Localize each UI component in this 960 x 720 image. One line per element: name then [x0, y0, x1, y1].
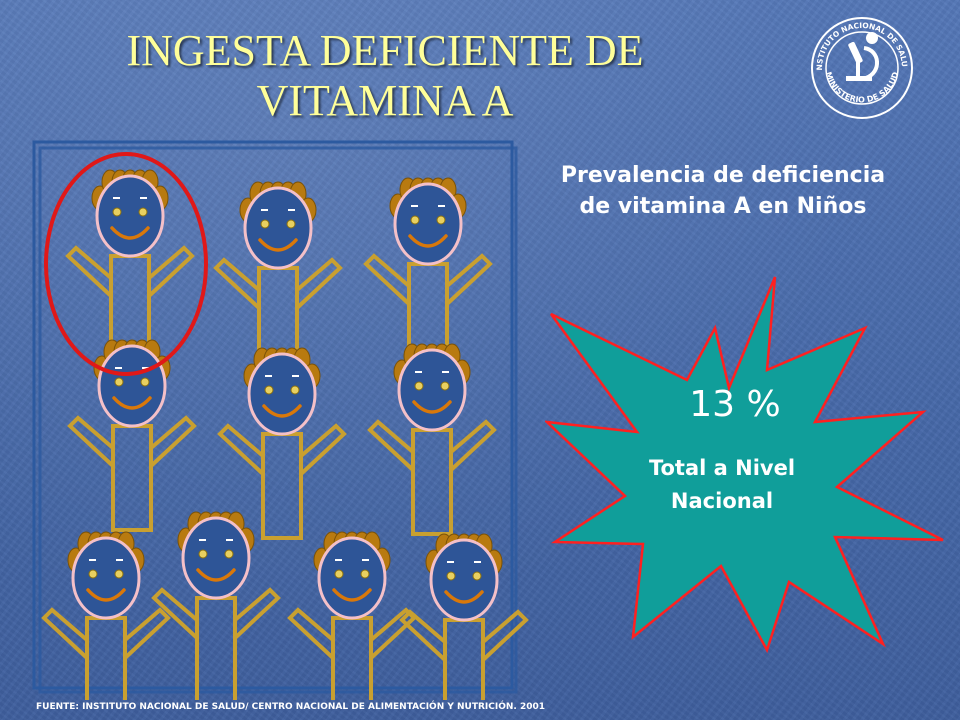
child-figure [151, 511, 281, 700]
child-right-arm [123, 607, 171, 663]
child-body [195, 596, 237, 700]
child-eye [88, 569, 98, 579]
highlight-circle [44, 152, 208, 376]
child-figure [213, 181, 343, 374]
child-face [429, 538, 499, 622]
child-right-arm [299, 423, 347, 479]
child-smile [258, 238, 298, 252]
child-left-arm [287, 607, 335, 663]
child-right-arm [147, 245, 195, 301]
child-figure [399, 533, 529, 700]
child-smile [86, 588, 126, 602]
child-right-arm [295, 257, 343, 313]
child-figure [367, 343, 497, 536]
child-eye [440, 381, 450, 391]
child-body [261, 432, 303, 540]
child-face [393, 182, 463, 266]
starburst-callout [545, 276, 944, 654]
child-figure [65, 169, 195, 362]
child-smile [332, 588, 372, 602]
child-eye [264, 385, 274, 395]
child-face [95, 174, 165, 258]
child-figure [217, 347, 347, 540]
child-eye [334, 569, 344, 579]
child-smile [444, 590, 484, 604]
child-left-arm [217, 423, 265, 479]
child-face [397, 348, 467, 432]
child-eye [224, 549, 234, 559]
child-eye [286, 219, 296, 229]
child-eye [472, 571, 482, 581]
child-eye [260, 219, 270, 229]
child-face [97, 344, 167, 428]
child-eye [140, 377, 150, 387]
child-left-arm [67, 415, 115, 471]
child-eye [114, 377, 124, 387]
child-face [181, 516, 251, 600]
child-smile [412, 400, 452, 414]
child-figure [287, 531, 417, 700]
child-face [317, 536, 387, 620]
child-face [243, 186, 313, 270]
child-left-arm [151, 587, 199, 643]
child-smile [196, 568, 236, 582]
child-left-arm [367, 419, 415, 475]
child-body [111, 424, 153, 532]
stat-value: 13 % [689, 384, 781, 425]
child-eye [138, 207, 148, 217]
child-eye [446, 571, 456, 581]
child-face [71, 536, 141, 620]
source-citation: FUENTE: INSTITUTO NACIONAL DE SALUD/ CEN… [36, 702, 546, 712]
child-body [411, 428, 453, 536]
child-eye [360, 569, 370, 579]
starburst-shape [545, 276, 944, 654]
child-smile [262, 404, 302, 418]
ministerio-de-salud-logo: INSTITUTO NACIONAL DE SALUD MINISTERIO D… [808, 14, 913, 119]
child-eye [436, 215, 446, 225]
child-eye [114, 569, 124, 579]
child-figure [67, 339, 197, 532]
child-right-arm [149, 415, 197, 471]
child-right-arm [481, 609, 529, 665]
stat-label: Total a Nivel Nacional [648, 456, 796, 513]
child-left-arm [399, 609, 447, 665]
child-right-arm [233, 587, 281, 643]
child-smile [408, 234, 448, 248]
child-left-arm [363, 253, 411, 309]
children-figure [32, 140, 529, 700]
child-right-arm [449, 419, 497, 475]
child-eye [198, 549, 208, 559]
child-eye [290, 385, 300, 395]
child-left-arm [65, 245, 113, 301]
prevalence-subtitle: Prevalencia de deficiencia de vitamina A… [560, 163, 886, 219]
child-smile [112, 396, 152, 410]
child-figure [41, 531, 171, 700]
slide-title: INGESTA DEFICIENTE DE VITAMINA A [126, 26, 644, 125]
child-eye [410, 215, 420, 225]
child-left-arm [213, 257, 261, 313]
logo-text: MINISTERIO DE SALUD [824, 71, 901, 105]
child-eye [112, 207, 122, 217]
child-eye [414, 381, 424, 391]
child-left-arm [41, 607, 89, 663]
figure-frame-inner [38, 146, 518, 694]
child-right-arm [445, 253, 493, 309]
child-smile [110, 226, 150, 240]
child-figure [363, 177, 493, 370]
svg-text:MINISTERIO DE SALUD: MINISTERIO DE SALUD [824, 71, 901, 105]
child-face [247, 352, 317, 436]
figure-frame-outer [32, 140, 514, 690]
microscope-icon [846, 32, 879, 81]
